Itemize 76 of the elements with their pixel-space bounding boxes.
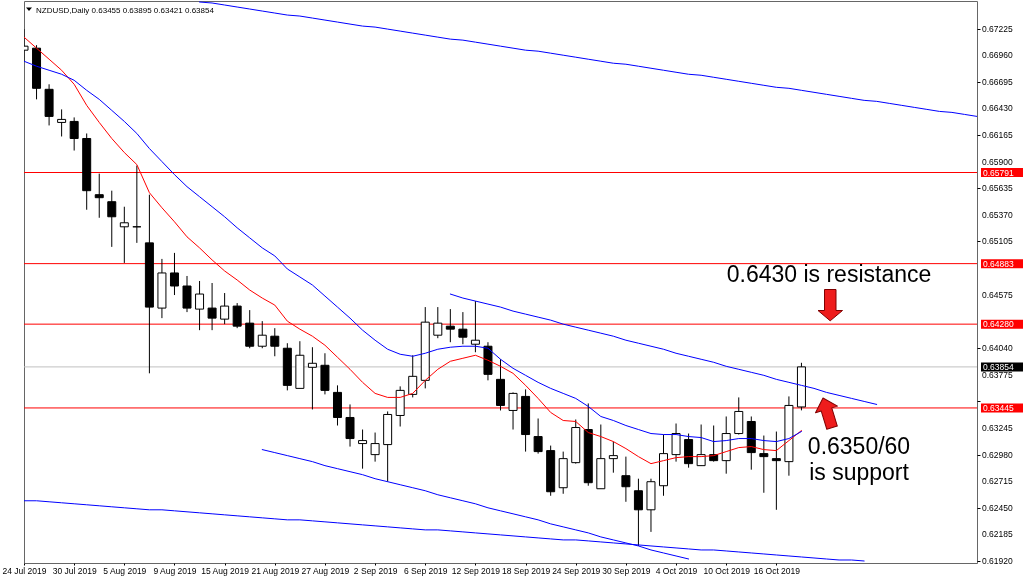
x-tick-label: 4 Oct 2019: [655, 565, 698, 576]
candlestick: [621, 456, 631, 503]
y-tick-label: 0.62450: [982, 502, 1013, 513]
x-tick-label: 12 Sep 2019: [451, 565, 501, 576]
line-series: [449, 293, 878, 405]
y-tick-label: 0.62980: [982, 449, 1013, 460]
y-tick-label: 0.65105: [982, 236, 1013, 247]
candlestick: [470, 300, 480, 353]
x-tick-label: 9 Aug 2019: [153, 565, 197, 576]
x-tick-label: 30 Jul 2019: [52, 565, 97, 576]
candlestick: [220, 292, 230, 325]
text: NZDUSD,Daily 0.63455 0.63895 0.63421 0.63854: [36, 5, 215, 15]
y-tick-label: 0.65900: [982, 156, 1013, 167]
candlestick: [169, 252, 179, 296]
y-tick-label: 0.61920: [982, 555, 1013, 566]
candlestick: [345, 403, 355, 448]
ref-line-label: 0.63854: [983, 361, 1014, 372]
candlestick: [671, 423, 681, 463]
candlestick: [445, 308, 455, 343]
x-tick-label: 15 Aug 2019: [201, 565, 250, 576]
candlestick: [107, 190, 117, 248]
candlestick: [182, 275, 192, 313]
candlestick: [771, 431, 781, 511]
y-tick-label: 0.65370: [982, 209, 1013, 220]
candlestick: [270, 327, 280, 357]
x-tick-label: 10 Oct 2019: [703, 565, 751, 576]
candlestick: [759, 435, 769, 494]
x-tick-label: 5 Aug 2019: [103, 565, 147, 576]
candlestick: [633, 478, 643, 547]
x-tick-label: 24 Jul 2019: [2, 565, 47, 576]
x-tick-label: 27 Aug 2019: [301, 565, 350, 576]
x-tick-label: 21 Aug 2019: [251, 565, 300, 576]
annotation: 0.6430 is resistance: [726, 261, 932, 287]
annotation: 0.6350/60 is support: [807, 433, 911, 485]
x-tick-label: 30 Sep 2019: [602, 565, 651, 576]
y-tick-label: 0.66960: [982, 50, 1013, 61]
candlestick: [370, 432, 380, 463]
y-tick-label: 0.64040: [982, 343, 1013, 354]
candlestick: [533, 417, 543, 455]
x-tick-label: 16 Oct 2019: [753, 565, 801, 576]
y-tick-label: 0.66695: [982, 76, 1013, 87]
candlestick: [69, 116, 79, 152]
candlestick: [508, 391, 518, 431]
ref-line-label: 0.63445: [983, 402, 1014, 413]
y-tick-label: 0.63245: [982, 423, 1013, 434]
x-tick-label: 2 Sep 2019: [353, 565, 398, 576]
candlestick: [245, 309, 255, 349]
candlestick: [608, 441, 618, 474]
candlestick: [458, 311, 468, 345]
candlestick: [57, 108, 67, 137]
candlestick: [696, 424, 706, 467]
candlestick: [734, 396, 744, 436]
y-tick-label: 0.64575: [982, 289, 1013, 300]
ref-line-label: 0.64280: [983, 319, 1014, 330]
candlestick: [119, 206, 129, 264]
candlestick: [358, 429, 368, 470]
y-tick-label: 0.66430: [982, 103, 1013, 114]
candlestick: [257, 320, 267, 349]
candlestick: [207, 282, 217, 331]
y-tick-label: 0.66165: [982, 129, 1013, 140]
candlestick: [232, 302, 242, 329]
candlestick: [307, 346, 317, 410]
candlestick: [94, 173, 104, 219]
candlestick: [408, 354, 418, 398]
ref-line-label: 0.64883: [983, 258, 1014, 269]
y-tick-label: 0.62715: [982, 476, 1013, 487]
candlestick: [433, 306, 443, 339]
x-tick-label: 6 Sep 2019: [404, 565, 448, 576]
y-tick-label: 0.63775: [982, 369, 1013, 380]
y-tick-label: 0.62185: [982, 529, 1013, 540]
x-tick-label: 24 Sep 2019: [552, 565, 601, 576]
candlestick: [195, 280, 205, 331]
x-tick-label: 18 Sep 2019: [501, 565, 551, 576]
ref-line-label: 0.65791: [983, 167, 1014, 178]
y-tick-label: 0.67225: [982, 23, 1013, 34]
y-tick-label: 0.65635: [982, 183, 1013, 194]
